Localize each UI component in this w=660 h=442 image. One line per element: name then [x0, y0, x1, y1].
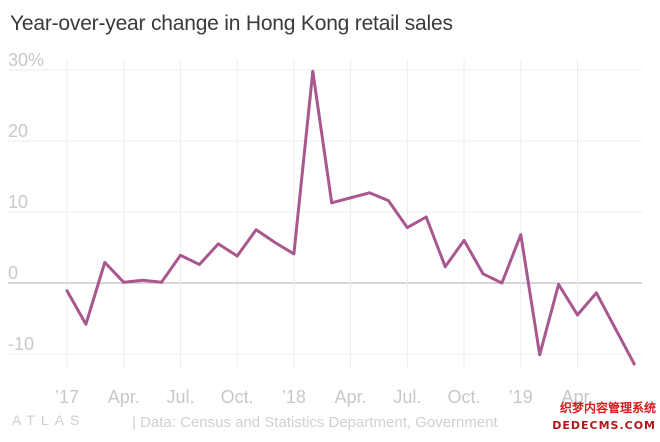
y-tick-label: 0 — [8, 263, 18, 283]
x-axis-ticks: ’17 Apr. Jul. Oct. ’18 Apr. Jul. Oct. ’19 Apr. — [55, 387, 594, 407]
data-point — [443, 265, 447, 269]
data-point — [368, 191, 371, 195]
data-point — [424, 215, 428, 219]
watermark-line-1: 织梦内容管理系统 — [559, 401, 656, 415]
data-point — [481, 272, 485, 276]
data-point — [65, 289, 69, 293]
data-point — [557, 283, 560, 286]
x-tick-label: ’17 — [55, 387, 79, 407]
data-point — [160, 280, 163, 284]
data-point — [254, 228, 258, 232]
data-point — [500, 281, 504, 285]
y-tick-label: -10 — [8, 334, 34, 354]
data-point — [197, 263, 201, 266]
data-point — [216, 242, 220, 246]
data-point — [519, 233, 523, 237]
y-axis-ticks: 30% 20 10 0 -10 — [8, 50, 44, 354]
grid-lines — [8, 60, 642, 368]
data-point — [632, 362, 636, 366]
x-tick-label: Oct. — [448, 387, 481, 407]
data-point — [179, 253, 182, 257]
data-point — [292, 252, 296, 256]
data-point — [349, 196, 353, 200]
y-tick-label: 10 — [8, 192, 28, 212]
atlas-logo: ATLAS — [12, 412, 86, 428]
x-tick-label: ’19 — [509, 387, 533, 407]
data-point — [462, 239, 466, 242]
x-tick-label: Jul. — [393, 387, 421, 407]
data-point — [595, 291, 598, 295]
series-lines — [65, 69, 636, 366]
data-point — [576, 313, 579, 317]
data-point — [311, 70, 315, 73]
x-tick-label: ’18 — [282, 387, 306, 407]
data-point — [613, 327, 617, 330]
x-tick-label: Apr. — [335, 387, 367, 407]
data-point — [387, 199, 390, 203]
x-tick-label: Apr. — [561, 387, 593, 407]
x-tick-label: Jul. — [166, 387, 194, 407]
data-point — [273, 241, 277, 244]
data-point — [103, 261, 107, 264]
x-tick-label: Oct. — [221, 387, 254, 407]
y-tick-label: 20 — [8, 121, 28, 141]
watermark-line-2: DEDECMS.COM — [552, 419, 656, 432]
data-point — [330, 201, 334, 205]
data-point — [141, 278, 145, 282]
data-point — [122, 280, 126, 284]
chart-title: Year-over-year change in Hong Kong retai… — [10, 12, 453, 35]
data-point — [538, 353, 542, 357]
x-tick-label: Apr. — [108, 387, 140, 407]
y-tick-label: 30% — [8, 50, 44, 70]
watermark: 织梦内容管理系统 DEDECMS.COM — [552, 400, 656, 434]
data-point — [84, 322, 88, 326]
data-point — [235, 254, 239, 258]
data-point — [405, 226, 409, 230]
data-source-note: | Data: Census and Statistics Department… — [132, 414, 498, 431]
